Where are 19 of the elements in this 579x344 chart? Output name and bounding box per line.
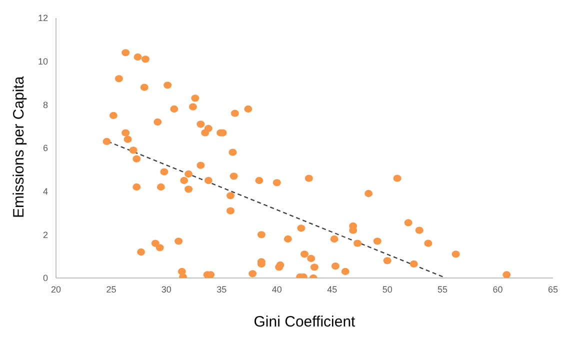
y-tick-label: 8 [42,100,48,110]
x-tick-label: 40 [272,284,282,294]
y-tick-label: 4 [42,186,48,197]
y-tick-label: 2 [42,230,48,240]
x-tick-label: 50 [382,284,392,294]
x-tick-label: 20 [50,284,62,294]
x-axis-title: Gini Coefficient [254,314,356,331]
x-tick-label: 25 [106,284,116,294]
x-tick-label: 65 [548,284,558,294]
x-tick-label: 60 [492,284,503,294]
x-tick-label: 30 [161,284,172,294]
x-tick-label: 45 [327,284,338,294]
x-tick-label: 55 [438,284,448,294]
y-tick-label: 0 [42,273,48,284]
x-tick-label: 35 [216,284,227,294]
y-tick-label: 6 [42,143,48,154]
y-axis-title: Emissions per Capita [10,76,28,218]
y-tick-label: 12 [38,13,48,24]
y-tick-label: 10 [38,56,48,67]
